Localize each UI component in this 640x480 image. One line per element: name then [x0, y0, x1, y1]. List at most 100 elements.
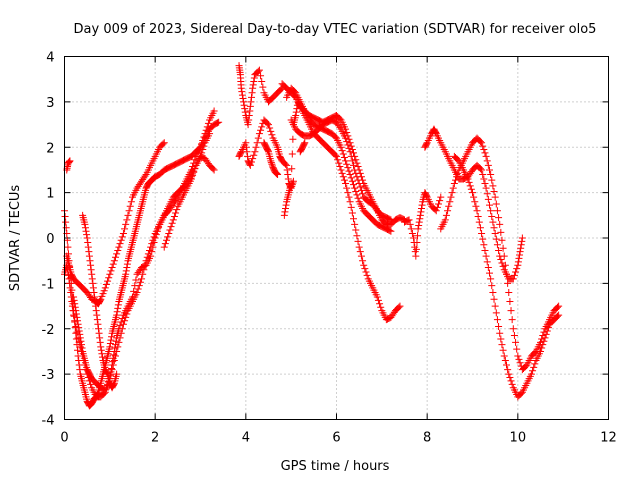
- data-point-plus: [94, 320, 102, 328]
- data-point-plus: [170, 212, 178, 220]
- data-point-plus: [287, 180, 295, 188]
- data-point-plus: [351, 220, 359, 228]
- data-point-plus: [338, 147, 346, 155]
- data-point-plus: [85, 248, 93, 256]
- data-point-plus: [112, 337, 120, 345]
- data-point-plus: [280, 211, 288, 219]
- data-point-plus: [517, 244, 525, 252]
- data-point-plus: [417, 208, 425, 216]
- data-point-plus: [470, 193, 478, 201]
- series-PRN-h: [235, 62, 286, 129]
- data-point-plus: [75, 324, 83, 332]
- chart-title: Day 009 of 2023, Sidereal Day-to-day VTE…: [74, 22, 597, 37]
- data-point-plus: [479, 142, 487, 150]
- data-point-plus: [272, 169, 280, 177]
- data-point-plus: [435, 200, 442, 208]
- data-point-plus: [248, 89, 256, 97]
- data-point-plus: [109, 354, 117, 362]
- x-tick-label: 8: [423, 431, 431, 446]
- data-point-plus: [416, 215, 424, 223]
- data-point-plus: [405, 216, 413, 224]
- data-point-plus: [515, 254, 523, 262]
- data-point-plus: [245, 116, 253, 124]
- data-point-plus: [267, 157, 275, 165]
- data-point-plus: [475, 218, 483, 226]
- data-point-plus: [81, 220, 89, 228]
- data-point-plus: [339, 150, 347, 158]
- data-point-plus: [347, 203, 355, 211]
- data-point-plus: [264, 147, 272, 155]
- data-point-plus: [331, 151, 339, 159]
- data-point-plus: [510, 271, 518, 279]
- data-point-plus: [454, 169, 462, 177]
- data-point-plus: [115, 325, 123, 333]
- data-point-plus: [495, 214, 503, 222]
- data-point-plus: [83, 231, 91, 239]
- data-point-plus: [387, 216, 395, 224]
- data-point-plus: [508, 380, 516, 388]
- series-PRN-g: [160, 152, 218, 251]
- data-point-plus: [498, 341, 506, 349]
- data-point-plus: [499, 244, 507, 252]
- data-point-plus: [76, 366, 84, 374]
- data-point-plus: [512, 268, 520, 276]
- series-PRN-f: [79, 211, 121, 392]
- data-point-plus: [169, 216, 177, 224]
- series-PRN-r: [437, 134, 563, 374]
- data-point-plus: [344, 164, 352, 172]
- data-point-plus: [554, 312, 561, 320]
- data-point-plus: [414, 232, 422, 240]
- data-point-plus: [339, 173, 347, 181]
- data-point-plus: [356, 248, 364, 256]
- data-point-plus: [538, 344, 546, 352]
- data-point-plus: [507, 307, 515, 315]
- data-point-plus: [336, 123, 344, 131]
- data-point-plus: [335, 159, 343, 167]
- data-point-plus: [465, 178, 473, 186]
- data-point-plus: [482, 252, 490, 260]
- data-point-plus: [484, 195, 492, 203]
- data-point-plus: [160, 139, 168, 147]
- data-point-plus: [444, 207, 452, 215]
- data-point-plus: [492, 200, 500, 208]
- data-point-plus: [106, 339, 114, 347]
- data-point-plus: [116, 240, 124, 248]
- data-point-plus: [121, 225, 129, 233]
- data-point-plus: [351, 184, 359, 192]
- data-point-plus: [354, 194, 362, 202]
- data-point-plus: [107, 267, 115, 275]
- data-point-plus: [481, 180, 489, 188]
- data-point-plus: [414, 225, 422, 233]
- data-point-plus: [490, 187, 498, 195]
- data-point-plus: [70, 293, 78, 301]
- data-point-plus: [530, 363, 538, 371]
- data-point-plus: [555, 302, 563, 310]
- data-point-plus: [132, 276, 140, 284]
- data-point-plus: [267, 127, 275, 135]
- data-point-plus: [159, 140, 167, 148]
- data-point-plus: [333, 152, 340, 160]
- data-point-plus: [347, 174, 355, 182]
- data-point-plus: [497, 256, 505, 264]
- data-point-plus: [489, 218, 497, 226]
- data-point-plus: [87, 261, 95, 269]
- data-point-plus: [466, 182, 474, 190]
- y-tick-label: -4: [42, 414, 55, 429]
- data-point-plus: [395, 303, 403, 311]
- data-point-plus: [93, 311, 101, 319]
- data-point-plus: [82, 227, 90, 235]
- data-point-plus: [505, 288, 513, 296]
- series-PRN-o: [296, 139, 309, 156]
- data-point-plus: [474, 212, 482, 220]
- data-point-plus: [114, 246, 122, 254]
- data-point-plus: [412, 245, 420, 253]
- data-point-plus: [478, 166, 486, 174]
- data-point-plus: [277, 85, 285, 93]
- data-point-plus: [516, 359, 524, 367]
- data-point-plus: [127, 198, 135, 206]
- data-point-plus: [509, 275, 517, 283]
- data-point-plus: [242, 139, 250, 147]
- data-point-plus: [110, 351, 118, 359]
- data-point-plus: [67, 288, 75, 296]
